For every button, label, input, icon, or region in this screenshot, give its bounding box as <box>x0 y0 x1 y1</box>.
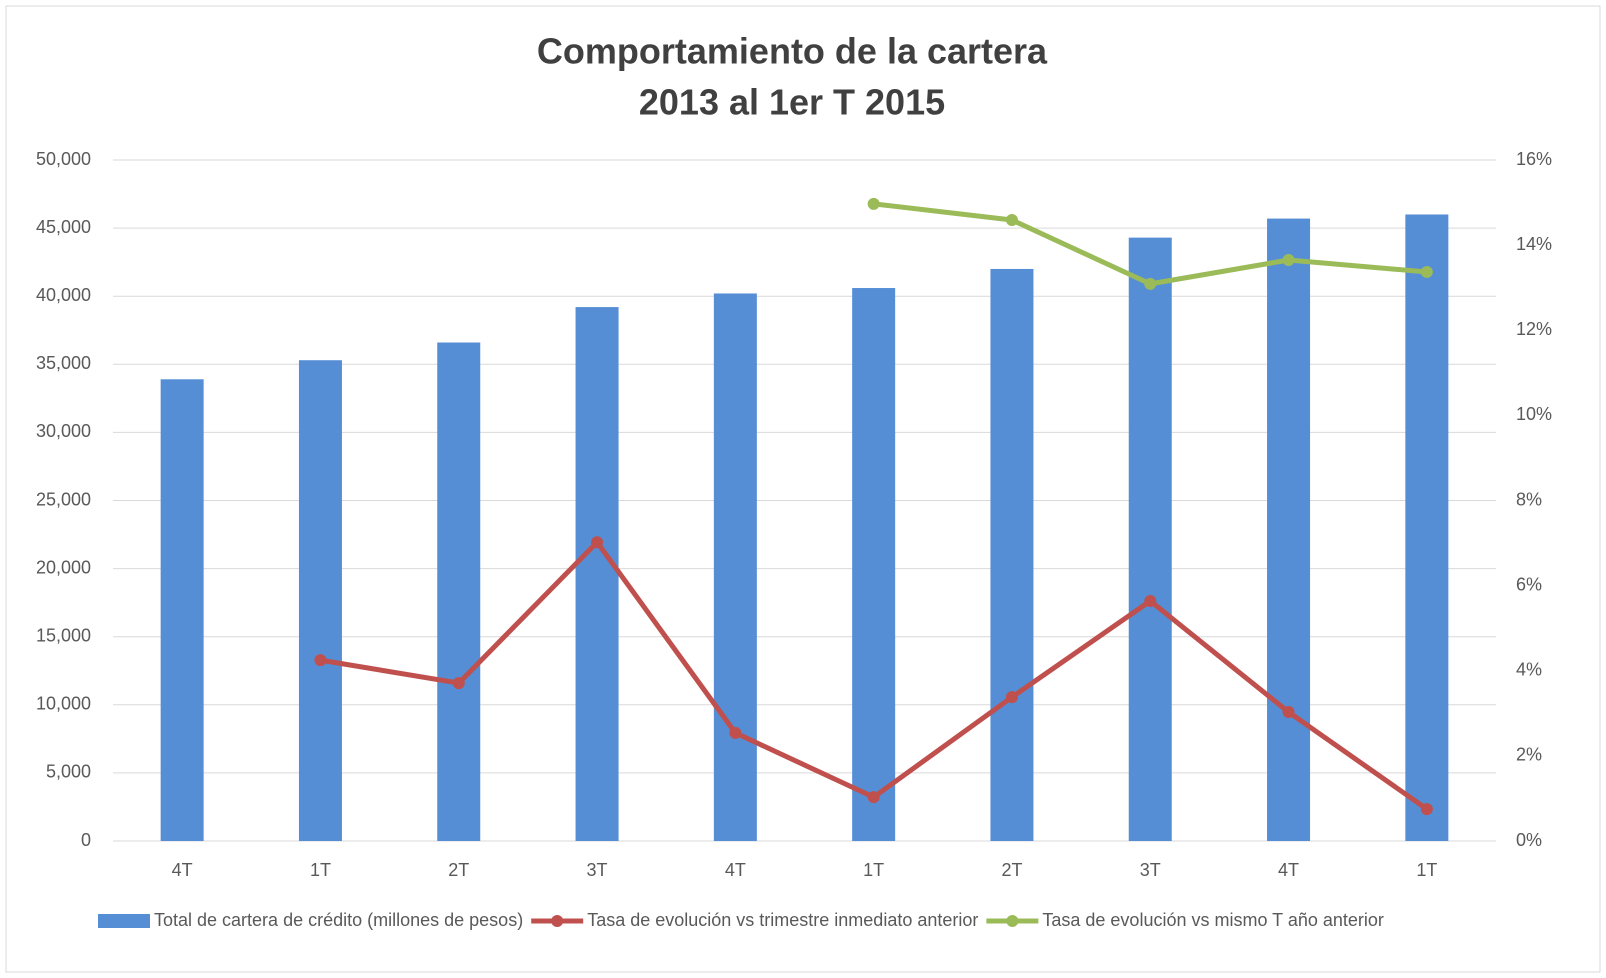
x-tick-label: 2T <box>1001 860 1022 880</box>
marker <box>867 791 880 804</box>
x-tick-label: 4T <box>725 860 746 880</box>
marker <box>867 197 880 210</box>
y2-tick-label: 8% <box>1516 489 1542 509</box>
legend-label: Total de cartera de crédito (millones de… <box>154 910 523 930</box>
y-tick-label: 40,000 <box>36 285 91 305</box>
y-tick-label: 20,000 <box>36 557 91 577</box>
legend-swatch <box>551 915 564 927</box>
bar <box>1267 218 1311 842</box>
bar <box>1128 237 1172 841</box>
x-tick-label: 1T <box>1416 860 1437 880</box>
x-tick-label: 3T <box>1140 860 1161 880</box>
legend-label: Tasa de evolución vs mismo T año anterio… <box>1042 910 1384 930</box>
marker <box>1420 803 1433 816</box>
y2-tick-label: 16% <box>1516 149 1552 169</box>
marker <box>729 726 742 739</box>
bar <box>1405 214 1449 842</box>
y2-tick-label: 0% <box>1516 830 1542 850</box>
y-tick-label: 45,000 <box>36 217 91 237</box>
legend-swatch <box>1006 915 1019 927</box>
chart-border <box>5 5 1601 973</box>
marker <box>1144 277 1157 290</box>
legend-label: Tasa de evolución vs trimestre inmediato… <box>587 910 978 930</box>
y-tick-label: 0 <box>81 830 91 850</box>
x-tick-label: 3T <box>587 860 608 880</box>
y-tick-label: 5,000 <box>46 762 91 782</box>
y-tick-label: 50,000 <box>36 149 91 169</box>
y-tick-label: 15,000 <box>36 625 91 645</box>
marker <box>1005 691 1018 704</box>
bar <box>852 288 896 841</box>
marker <box>1144 594 1157 607</box>
y2-tick-label: 2% <box>1516 745 1542 765</box>
bar <box>575 307 619 841</box>
marker <box>452 677 465 690</box>
x-tick-label: 2T <box>448 860 469 880</box>
y2-tick-label: 14% <box>1516 234 1552 254</box>
y-tick-label: 10,000 <box>36 694 91 714</box>
y2-tick-label: 4% <box>1516 660 1542 680</box>
bar <box>160 379 204 841</box>
bar <box>437 342 481 841</box>
marker <box>1005 214 1018 227</box>
y2-tick-label: 10% <box>1516 404 1552 424</box>
y-tick-label: 25,000 <box>36 489 91 509</box>
marker <box>1282 706 1295 719</box>
bar <box>298 360 342 841</box>
chart-title: 2013 al 1er T 2015 <box>639 82 945 123</box>
marker <box>591 536 604 549</box>
y-tick-label: 30,000 <box>36 421 91 441</box>
marker <box>1282 254 1295 267</box>
y-tick-label: 35,000 <box>36 353 91 373</box>
x-tick-label: 4T <box>1278 860 1299 880</box>
x-tick-label: 1T <box>863 860 884 880</box>
y2-tick-label: 12% <box>1516 319 1552 339</box>
marker <box>314 654 327 667</box>
x-tick-label: 1T <box>310 860 331 880</box>
bar <box>713 293 757 841</box>
legend-swatch <box>98 914 150 928</box>
chart-title: Comportamiento de la cartera <box>537 31 1048 72</box>
bar <box>990 268 1034 842</box>
x-tick-label: 4T <box>172 860 193 880</box>
marker <box>1420 265 1433 278</box>
y2-tick-label: 6% <box>1516 574 1542 594</box>
